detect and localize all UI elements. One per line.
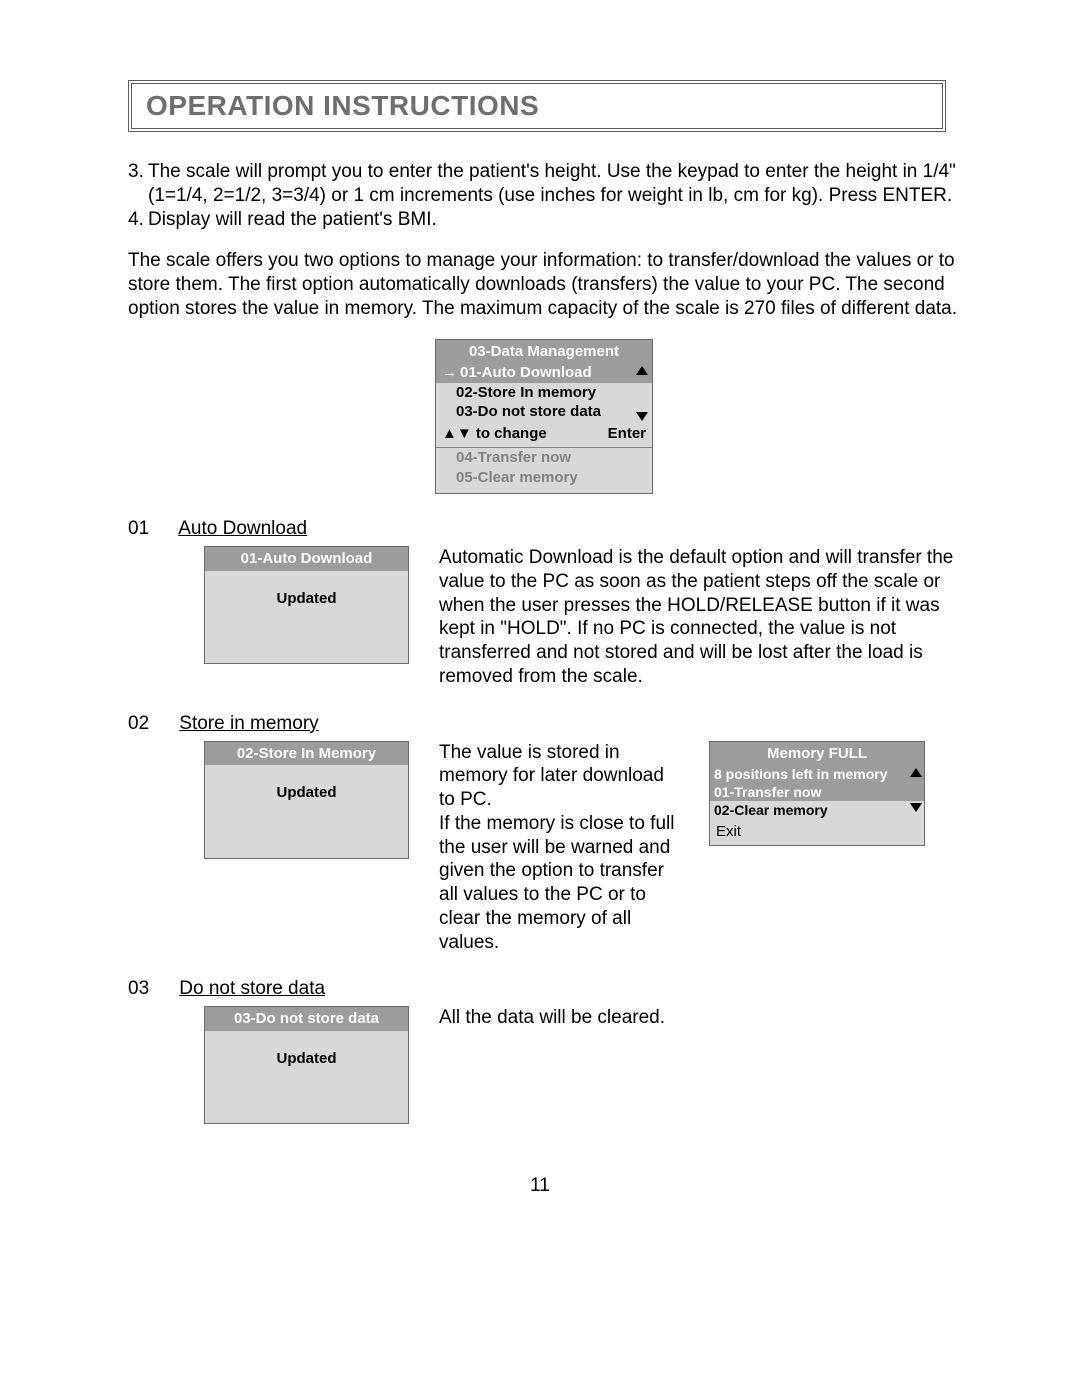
section-01-label: Auto Download <box>178 518 307 539</box>
section-02-label: Store in memory <box>179 713 318 734</box>
section-01-heading: 01 Auto Download <box>128 518 960 540</box>
lcd-auto-download-status: Updated <box>205 571 408 609</box>
lcd-title: 03-Data Management <box>436 340 652 364</box>
arrow-right-icon: → <box>442 363 456 383</box>
instruction-list: 3. The scale will prompt you to enter th… <box>128 160 960 231</box>
lcd-store-memory-status: Updated <box>205 765 408 803</box>
lcd-auto-download-title: 01-Auto Download <box>205 547 408 571</box>
mem-scroll-up-icon <box>910 768 922 777</box>
lcd-memory-full: Memory FULL 8 positions left in memory 0… <box>709 741 925 847</box>
lcd-do-not-store-title: 03-Do not store data <box>205 1007 408 1031</box>
lcd-mem-exit: Exit <box>710 820 924 846</box>
lcd-data-management: 03-Data Management → 01-Auto Download 02… <box>435 339 653 495</box>
section-03-desc: All the data will be cleared. <box>439 1006 960 1030</box>
list-num-4: 4. <box>128 208 148 232</box>
list-num-3: 3. <box>128 160 148 208</box>
lcd-mem-line3: 02-Clear memory <box>714 801 828 819</box>
lcd-mem-line1: 8 positions left in memory <box>714 765 887 783</box>
scroll-up-icon <box>636 366 648 375</box>
page-title: OPERATION INSTRUCTIONS <box>128 80 946 132</box>
section-03-num: 03 <box>128 978 174 1000</box>
section-03-heading: 03 Do not store data <box>128 978 960 1000</box>
section-01-num: 01 <box>128 518 174 540</box>
section-02-num: 02 <box>128 713 174 735</box>
list-text-4: Display will read the patient's BMI. <box>148 208 960 232</box>
scroll-down-icon <box>636 412 648 421</box>
lcd-do-not-store: 03-Do not store data Updated <box>204 1006 409 1124</box>
lcd-store-memory-title: 02-Store In Memory <box>205 742 408 766</box>
lcd-mem-line2: 01-Transfer now <box>714 783 821 801</box>
lcd-store-memory: 02-Store In Memory Updated <box>204 741 409 859</box>
section-03-label: Do not store data <box>179 978 325 999</box>
lcd-item-store: 02-Store In memory <box>456 383 596 403</box>
page: OPERATION INSTRUCTIONS 3. The scale will… <box>0 0 1080 1397</box>
lcd-item-auto-download: 01-Auto Download <box>460 363 592 383</box>
lcd-memory-full-title: Memory FULL <box>710 742 924 766</box>
paragraph-options: The scale offers you two options to mana… <box>128 249 960 320</box>
section-02-desc: The value is stored in memory for later … <box>439 741 679 955</box>
page-number: 11 <box>0 1175 1080 1197</box>
lcd-do-not-store-status: Updated <box>205 1031 408 1069</box>
list-text-3: The scale will prompt you to enter the p… <box>148 160 960 208</box>
lcd-item-transfer: 04-Transfer now <box>456 448 571 468</box>
lcd-item-donotstore: 03-Do not store data <box>456 402 601 422</box>
lcd-item-clear: 05-Clear memory <box>456 468 578 488</box>
section-02-heading: 02 Store in memory <box>128 713 960 735</box>
section-01-desc: Automatic Download is the default option… <box>439 546 960 689</box>
lcd-footer-change: ▲▼ to change <box>442 424 547 444</box>
lcd-auto-download: 01-Auto Download Updated <box>204 546 409 664</box>
mem-scroll-down-icon <box>910 803 922 812</box>
lcd-footer-enter: Enter <box>608 424 646 444</box>
